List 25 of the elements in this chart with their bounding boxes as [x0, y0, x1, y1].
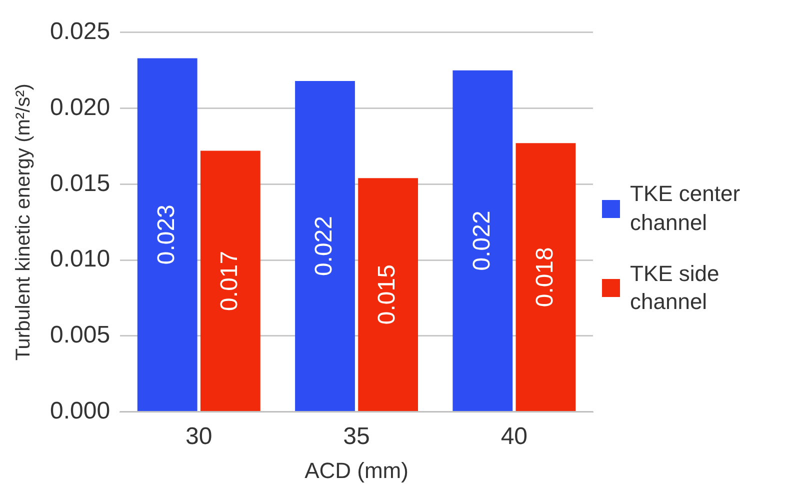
data-label: 0.015 [374, 264, 401, 325]
x-tick-label: 30 [186, 422, 212, 450]
y-tick-label: 0.015 [50, 170, 110, 197]
data-label: 0.022 [310, 216, 338, 276]
y-axis-title: Turbulent kinetic energy (m²/s²) [12, 84, 35, 361]
data-label: 0.017 [216, 250, 244, 311]
bar [516, 143, 576, 412]
y-tick-label: 0.005 [50, 322, 110, 349]
data-label: 0.018 [531, 247, 558, 308]
bar [200, 150, 260, 412]
y-tick-label: 0.000 [50, 397, 110, 424]
x-axis-title: ACD (mm) [304, 458, 408, 483]
y-tick-label: 0.025 [50, 18, 110, 46]
x-tick-label: 35 [343, 422, 370, 450]
bar [295, 80, 355, 412]
legend-label: TKE side channel [630, 260, 720, 316]
bar [137, 58, 198, 412]
legend-label: TKE center channel [630, 180, 742, 237]
bar [358, 178, 418, 412]
data-label: 0.022 [468, 210, 496, 271]
y-tick-label: 0.010 [50, 246, 110, 273]
data-label: 0.023 [152, 204, 180, 265]
x-tick-label: 40 [500, 422, 528, 450]
bar [452, 70, 513, 412]
y-tick-label: 0.020 [50, 94, 110, 121]
